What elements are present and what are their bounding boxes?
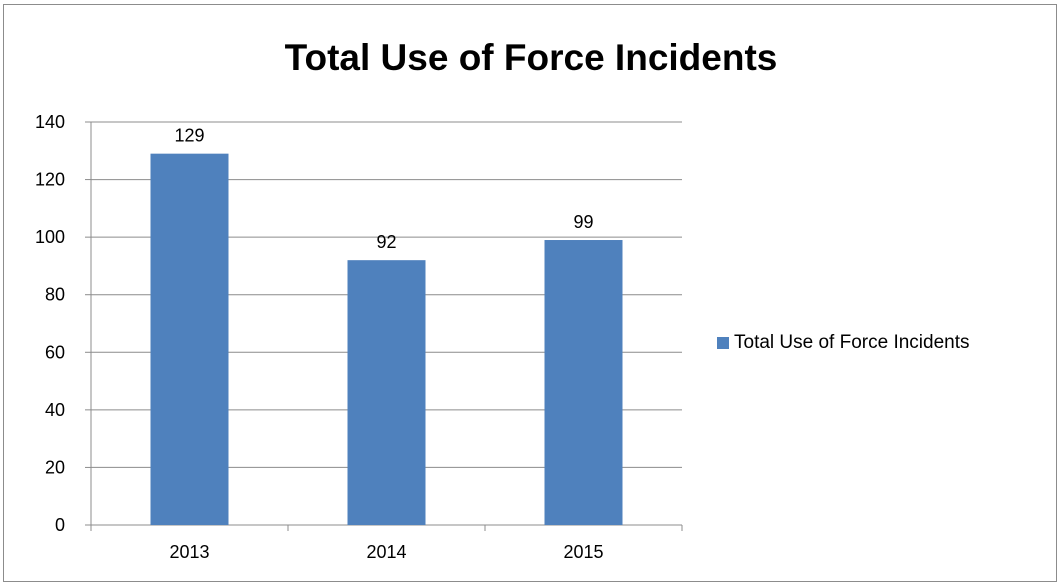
data-label: 129 — [174, 126, 204, 146]
x-tick-label: 2015 — [563, 542, 603, 562]
legend-swatch — [717, 337, 729, 349]
legend-label: Total Use of Force Incidents — [734, 332, 970, 353]
bar — [544, 240, 623, 525]
data-label: 99 — [573, 212, 593, 232]
x-tick-label: 2014 — [366, 542, 406, 562]
y-tick-label: 20 — [45, 457, 65, 477]
x-tick-label: 2013 — [169, 542, 209, 562]
bar — [150, 153, 229, 525]
chart-title: Total Use of Force Incidents — [284, 37, 778, 78]
y-tick-label: 0 — [55, 515, 65, 535]
y-tick-label: 140 — [35, 112, 65, 132]
legend: Total Use of Force Incidents — [717, 332, 970, 354]
bar — [347, 260, 426, 525]
y-tick-label: 100 — [35, 227, 65, 247]
y-tick-label: 60 — [45, 342, 65, 362]
y-tick-label: 120 — [35, 170, 65, 190]
y-tick-label: 40 — [45, 400, 65, 420]
data-label: 92 — [376, 232, 396, 252]
y-tick-label: 80 — [45, 285, 65, 305]
